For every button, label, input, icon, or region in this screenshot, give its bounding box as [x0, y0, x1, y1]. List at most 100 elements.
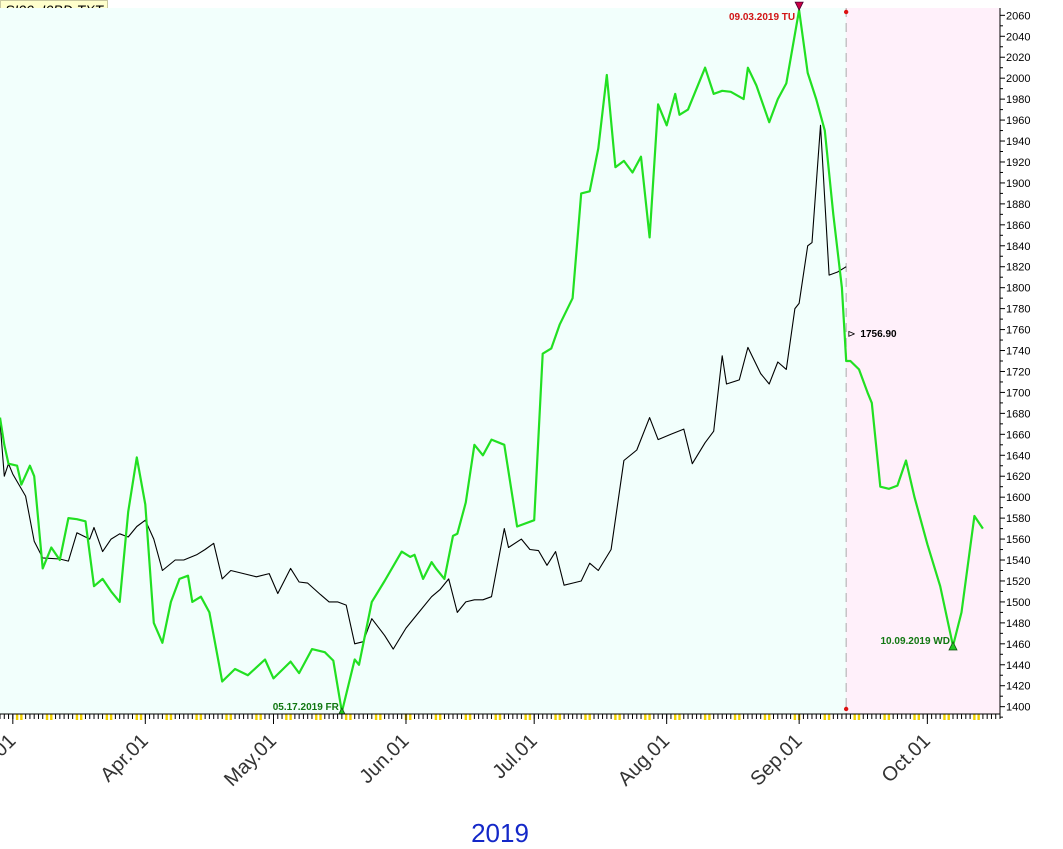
- y-tick-label: 2020: [1006, 52, 1030, 64]
- weekend-tick: [109, 714, 113, 720]
- weekend-tick: [464, 714, 468, 720]
- weekend-tick: [883, 714, 886, 720]
- series-lines: [0, 9, 984, 714]
- series-line-1: [0, 124, 847, 650]
- y-tick-label: 1720: [1006, 366, 1030, 378]
- plot-background: [0, 8, 1000, 714]
- y-tick-label: 1460: [1006, 639, 1030, 651]
- weekend-tick: [913, 714, 916, 720]
- weekend-tick: [199, 714, 203, 720]
- y-tick-label: 1760: [1006, 325, 1030, 337]
- weekend-tick: [763, 714, 767, 720]
- y-tick-label: 1480: [1006, 618, 1030, 630]
- weekend-tick: [195, 714, 198, 720]
- weekend-tick: [15, 714, 19, 720]
- weekend-tick: [75, 714, 79, 720]
- y-tick-label: 1880: [1006, 199, 1030, 211]
- weekend-tick: [678, 714, 681, 720]
- weekend-tick: [973, 714, 976, 720]
- weekend-tick: [498, 714, 502, 720]
- y-tick-label: 1800: [1006, 283, 1030, 295]
- weekend-tick: [917, 714, 921, 720]
- weekend-tick: [584, 714, 587, 720]
- x-tick-label: Jul.01: [488, 730, 541, 783]
- y-tick-label: 1740: [1006, 346, 1030, 358]
- highlight-region: [846, 8, 1000, 714]
- y-tick-label: 1780: [1006, 304, 1030, 316]
- weekend-tick: [857, 714, 861, 720]
- weekend-tick: [434, 714, 438, 720]
- x-tick-label: Mar.01: [0, 730, 20, 789]
- weekend-tick: [79, 714, 83, 720]
- weekend-tick: [943, 714, 946, 720]
- y-tick-label: 1540: [1006, 555, 1030, 567]
- x-tick-label: Oct.01: [878, 730, 935, 787]
- x-tick-label: May.01: [220, 730, 281, 791]
- y-tick-label: 1520: [1006, 576, 1030, 588]
- trough-marker-3: [948, 641, 958, 651]
- weekend-tick: [708, 714, 711, 720]
- weekend-tick: [528, 714, 532, 720]
- weekend-tick: [139, 714, 143, 720]
- weekend-tick: [319, 714, 322, 720]
- x-tick-label: Sep.01: [746, 730, 806, 790]
- weekend-tick: [468, 714, 472, 720]
- price-marker: ⊳: [847, 329, 855, 340]
- weekend-tick: [349, 714, 352, 720]
- weekend-tick: [135, 714, 138, 720]
- y-tick-label: 2060: [1006, 10, 1030, 22]
- y-tick-label: 1620: [1006, 471, 1030, 483]
- weekend-tick: [947, 714, 950, 720]
- y-tick-label: 1960: [1006, 115, 1030, 127]
- annotation-label-2: 05.17.2019 FR: [273, 702, 340, 713]
- y-tick-label: 1920: [1006, 157, 1030, 169]
- weekend-tick: [768, 714, 771, 720]
- weekend-tick: [259, 714, 262, 720]
- x-tick-label: Apr.01: [96, 730, 152, 786]
- x-tick-label: Jun.01: [355, 730, 413, 788]
- weekend-tick: [169, 714, 173, 720]
- y-tick-label: 1940: [1006, 136, 1030, 148]
- y-tick-label: 1900: [1006, 178, 1030, 190]
- weekend-tick: [285, 714, 288, 720]
- x-tick-label: Aug.01: [614, 730, 674, 790]
- y-tick-label: 1700: [1006, 387, 1030, 399]
- weekend-tick: [45, 714, 49, 720]
- y-tick-label: 2040: [1006, 31, 1030, 43]
- weekend-tick: [887, 714, 891, 720]
- y-tick-label: 1980: [1006, 94, 1030, 106]
- weekend-tick: [674, 714, 677, 720]
- x-axis-label: 2019: [471, 818, 529, 848]
- plot-area: [0, 8, 1000, 714]
- weekend-tick: [853, 714, 856, 720]
- weekend-tick: [793, 714, 797, 720]
- weekend-tick: [738, 714, 741, 720]
- weekend-tick: [494, 714, 497, 720]
- weekend-tick: [438, 714, 442, 720]
- y-tick-label: 1600: [1006, 492, 1030, 504]
- y-tick-label: 1440: [1006, 660, 1030, 672]
- y-tick-label: 1640: [1006, 450, 1030, 462]
- y-tick-label: 1580: [1006, 513, 1030, 525]
- weekend-tick: [823, 714, 826, 720]
- weekend-tick: [379, 714, 382, 720]
- annotation-label-1: 09.03.2019 TU: [729, 12, 795, 23]
- weekend-tick: [374, 714, 378, 720]
- weekend-tick: [733, 714, 737, 720]
- weekend-tick: [409, 714, 412, 720]
- y-tick-label: 1860: [1006, 220, 1030, 232]
- weekend-tick: [977, 714, 980, 720]
- weekend-tick: [703, 714, 707, 720]
- y-tick-label: 1660: [1006, 429, 1030, 441]
- weekend-tick: [105, 714, 109, 720]
- y-tick-label: 1840: [1006, 241, 1030, 253]
- y-tick-label: 1560: [1006, 534, 1030, 546]
- weekend-tick: [524, 714, 527, 720]
- series-line-2: [0, 9, 984, 714]
- weekend-tick: [554, 714, 557, 720]
- weekend-tick: [255, 714, 258, 720]
- annotations: 09.03.2019 TU 05.17.2019 FR 10.09.2019 WD ⊳…: [273, 1, 958, 717]
- weekend-tick: [50, 714, 53, 720]
- annotation-label-3: 10.09.2019 WD: [880, 636, 950, 647]
